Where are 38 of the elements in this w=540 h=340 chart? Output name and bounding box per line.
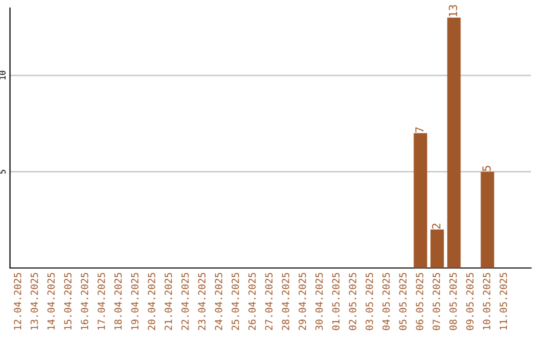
x-tick-label: 06.05.2025 <box>416 272 424 330</box>
x-tick-label: 19.04.2025 <box>131 272 138 330</box>
x-tick-label: 05.05.2025 <box>399 272 407 330</box>
x-tick-label: 24.04.2025 <box>214 272 222 330</box>
bar <box>430 229 444 268</box>
x-tick-label: 21.04.2025 <box>164 272 172 330</box>
x-tick-label: 18.04.2025 <box>114 272 122 330</box>
x-tick-label: 20.04.2025 <box>148 272 156 330</box>
bar <box>414 133 428 268</box>
x-tick-label: 27.04.2025 <box>265 272 273 330</box>
x-tick-label: 25.04.2025 <box>232 272 240 330</box>
x-tick-label: 28.04.2025 <box>282 272 290 330</box>
x-tick-label: 16.04.2025 <box>80 272 88 330</box>
x-tick-label: 17.04.2025 <box>98 272 105 330</box>
x-tick-label: 10.05.2025 <box>482 272 490 330</box>
x-tick-label: 11.05.2025 <box>500 272 508 330</box>
x-tick-label: 03.05.2025 <box>366 272 374 330</box>
x-tick-label: 30.04.2025 <box>315 272 323 330</box>
x-tick-label: 22.04.2025 <box>181 272 189 330</box>
x-tick-label: 09.05.2025 <box>466 272 474 330</box>
x-tick-label: 13.04.2025 <box>30 272 38 330</box>
bar <box>447 18 461 268</box>
x-tick-label: 02.05.2025 <box>348 272 356 330</box>
x-tick-label: 04.05.2025 <box>382 272 390 330</box>
x-tick-label: 29.04.2025 <box>298 272 306 330</box>
x-tick-label: 14.04.2025 <box>47 272 55 330</box>
data-label: 13 <box>448 5 458 16</box>
x-tick-label: 12.04.2025 <box>14 272 22 330</box>
data-label: 2 <box>432 224 440 229</box>
x-tick-label: 01.05.2025 <box>332 272 340 330</box>
x-tick-label: 26.04.2025 <box>248 272 256 330</box>
x-tick-label: 08.05.2025 <box>449 272 457 330</box>
data-label: 7 <box>415 127 424 132</box>
x-tick-label: 23.04.2025 <box>198 272 206 330</box>
x-tick-label: 07.05.2025 <box>432 272 440 330</box>
data-label: 5 <box>482 166 491 171</box>
x-tick-label: 15.04.2025 <box>64 272 72 330</box>
bar <box>480 172 494 268</box>
